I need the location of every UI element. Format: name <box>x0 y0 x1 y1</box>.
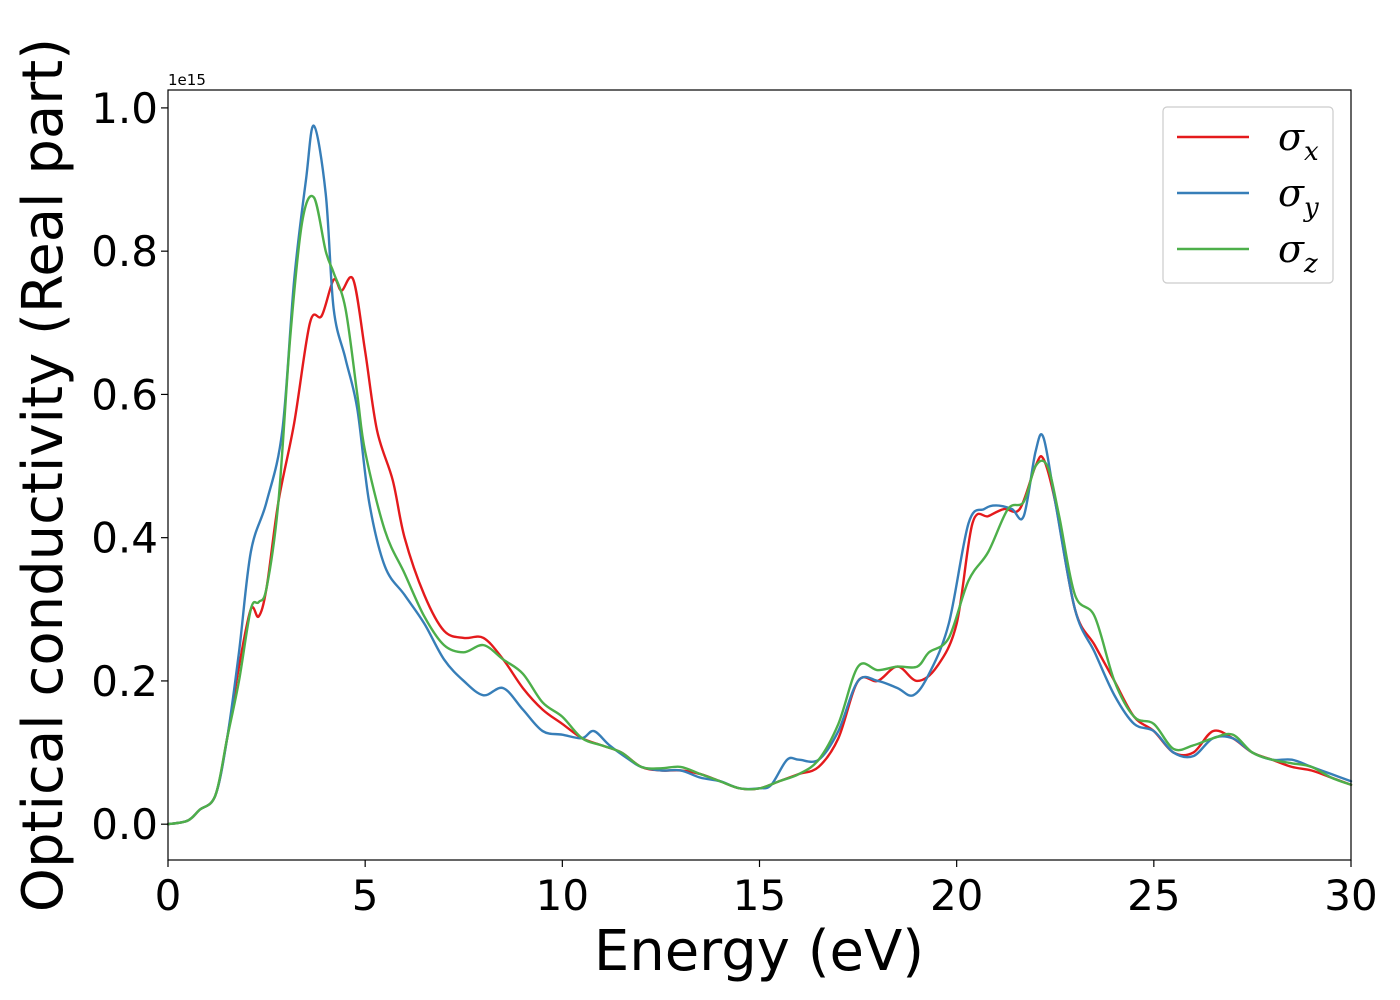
x-tick-label: 30 <box>1324 871 1377 920</box>
y-offset-text: 1e15 <box>168 71 206 89</box>
x-tick-label: 25 <box>1127 871 1180 920</box>
x-axis-ticks: 0 5 10 15 20 25 30 <box>155 860 1378 920</box>
legend-label-y: σy <box>1278 171 1319 223</box>
series-layer <box>166 124 1353 826</box>
legend-symbol: σ <box>1278 227 1305 271</box>
y-axis-label: Optical conductivity (Real part) <box>11 38 76 912</box>
legend-subscript: z <box>1303 249 1318 279</box>
y-tick-label: 0.8 <box>91 227 158 276</box>
x-tick-label: 0 <box>155 871 182 920</box>
legend-subscript: x <box>1304 137 1319 167</box>
legend-label-x: σx <box>1278 115 1319 167</box>
x-tick-label: 20 <box>930 871 983 920</box>
legend-subscript: y <box>1303 193 1319 223</box>
series-line-z <box>166 194 1353 826</box>
y-axis-ticks: 0.0 0.2 0.4 0.6 0.8 1.0 <box>91 84 168 849</box>
legend-label-z: σz <box>1278 227 1318 279</box>
x-tick-label: 5 <box>352 871 379 920</box>
legend-symbol: σ <box>1278 115 1305 159</box>
x-axis-label: Energy (eV) <box>594 919 924 984</box>
y-tick-label: 0.0 <box>91 800 158 849</box>
y-tick-label: 0.6 <box>91 370 158 419</box>
legend-symbol: σ <box>1278 171 1305 215</box>
y-tick-label: 0.2 <box>91 657 158 706</box>
x-tick-label: 15 <box>733 871 786 920</box>
y-tick-label: 1.0 <box>91 84 158 133</box>
x-tick-label: 10 <box>536 871 589 920</box>
y-tick-label: 0.4 <box>91 514 158 563</box>
legend-box <box>1162 106 1334 284</box>
